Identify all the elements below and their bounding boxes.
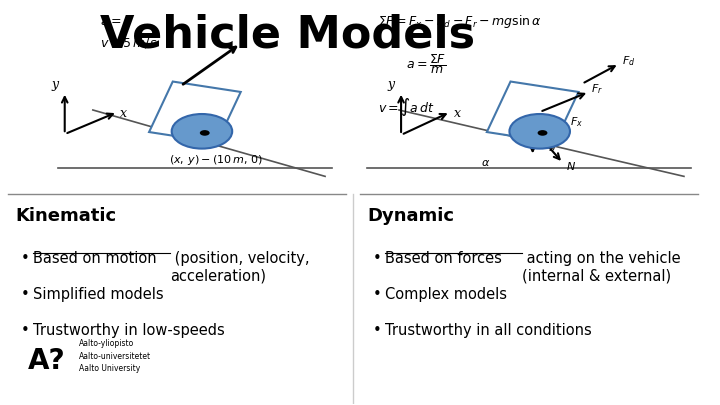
Circle shape bbox=[171, 114, 232, 149]
Text: x: x bbox=[120, 107, 127, 120]
Text: Vehicle Models: Vehicle Models bbox=[100, 13, 475, 56]
Text: Based on motion: Based on motion bbox=[33, 251, 157, 266]
Text: •: • bbox=[373, 323, 382, 338]
Text: Trustworthy in low-speeds: Trustworthy in low-speeds bbox=[33, 323, 225, 338]
Text: (position, velocity,
acceleration): (position, velocity, acceleration) bbox=[170, 251, 310, 283]
Text: $F_d$: $F_d$ bbox=[622, 54, 635, 68]
Text: $F_x$: $F_x$ bbox=[570, 115, 583, 129]
Text: Aalto-yliopisto
Aalto-universitetet
Aalto University: Aalto-yliopisto Aalto-universitetet Aalt… bbox=[78, 339, 151, 373]
Circle shape bbox=[538, 130, 547, 136]
Text: Kinematic: Kinematic bbox=[15, 207, 117, 224]
Text: y: y bbox=[51, 78, 58, 91]
Text: $mg$: $mg$ bbox=[538, 141, 557, 153]
Text: Trustworthy in all conditions: Trustworthy in all conditions bbox=[385, 323, 592, 338]
Circle shape bbox=[200, 130, 210, 136]
Text: •: • bbox=[21, 323, 30, 338]
Polygon shape bbox=[487, 81, 578, 143]
Text: •: • bbox=[373, 251, 382, 266]
Text: •: • bbox=[21, 287, 30, 302]
Text: $a = 0$: $a = 0$ bbox=[100, 15, 132, 28]
Text: acting on the vehicle
(internal & external): acting on the vehicle (internal & extern… bbox=[522, 251, 680, 283]
Text: $F_r$: $F_r$ bbox=[591, 82, 603, 96]
Text: Complex models: Complex models bbox=[385, 287, 507, 302]
Text: $v = 5\,m/s$: $v = 5\,m/s$ bbox=[100, 36, 157, 49]
Text: $\alpha$: $\alpha$ bbox=[481, 158, 490, 168]
Text: •: • bbox=[373, 287, 382, 302]
Text: $N$: $N$ bbox=[567, 160, 577, 172]
Circle shape bbox=[510, 114, 570, 149]
Text: A?: A? bbox=[28, 347, 66, 375]
Text: y: y bbox=[387, 78, 395, 91]
Text: $a = \dfrac{\Sigma F}{m}$: $a = \dfrac{\Sigma F}{m}$ bbox=[406, 52, 446, 76]
Text: Dynamic: Dynamic bbox=[367, 207, 454, 224]
Text: $v = \int a\,dt$: $v = \int a\,dt$ bbox=[378, 96, 435, 118]
Text: Simplified models: Simplified models bbox=[33, 287, 163, 302]
Polygon shape bbox=[149, 81, 240, 143]
Text: $(x,\,y)-(10\,m,\,0)$: $(x,\,y)-(10\,m,\,0)$ bbox=[169, 153, 263, 168]
Text: •: • bbox=[21, 251, 30, 266]
Text: x: x bbox=[454, 107, 461, 120]
Text: $\Sigma F = F_x - F_d - F_r - mg\sin\alpha$: $\Sigma F = F_x - F_d - F_r - mg\sin\alp… bbox=[378, 13, 541, 30]
Text: Based on forces: Based on forces bbox=[385, 251, 502, 266]
